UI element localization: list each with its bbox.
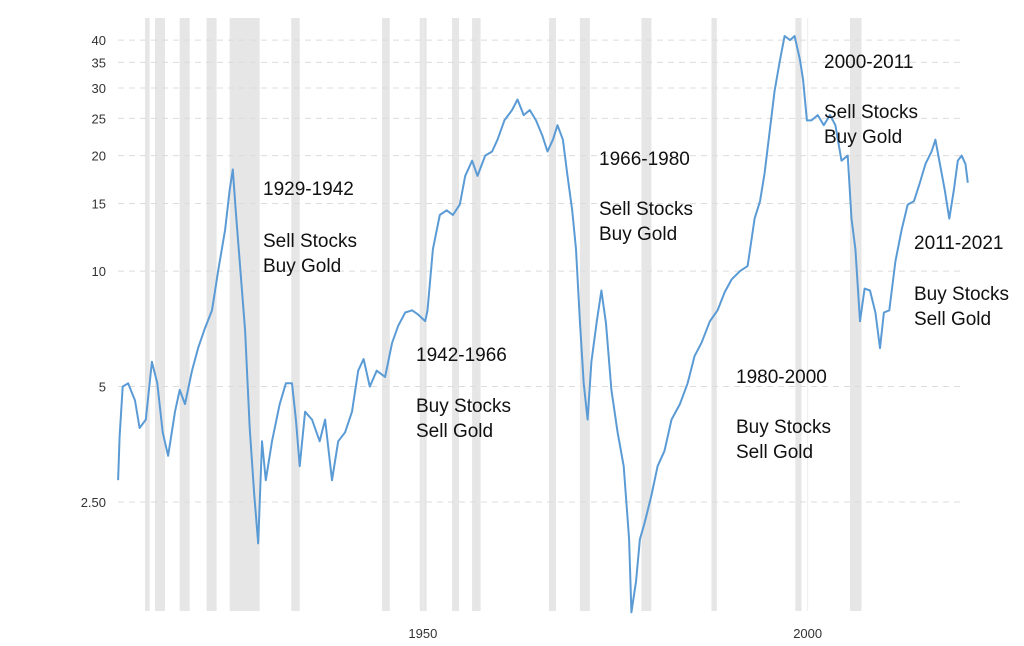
annotation-text: Buy Stocks — [416, 396, 511, 417]
annotation-text: Sell Gold — [736, 442, 813, 463]
shaded-period — [795, 18, 802, 611]
annotation-text: Buy Stocks — [736, 417, 831, 438]
annotation-text: Buy Stocks — [914, 284, 1009, 305]
grid — [118, 18, 965, 611]
shaded-period — [850, 18, 862, 611]
shaded-period — [179, 18, 190, 611]
annotation-text: Buy Gold — [599, 224, 677, 245]
shaded-period — [472, 18, 481, 611]
annotation-period: 1929-1942 — [263, 179, 354, 200]
labels: 2.50 5 10 15 20 25 30 35 40 1950 2000 1929-1942 Sell… — [81, 33, 1009, 641]
y-tick-label: 20 — [92, 149, 106, 164]
annotation-text: Sell Gold — [914, 309, 991, 330]
y-tick-label: 15 — [92, 197, 106, 212]
lines — [117, 35, 969, 614]
shaded-period — [155, 18, 166, 611]
data-line — [117, 35, 969, 614]
shaded-periods — [145, 18, 862, 611]
y-tick-label: 10 — [92, 264, 106, 279]
y-tick-label: 30 — [92, 81, 106, 96]
annotation-text: Buy Gold — [263, 256, 341, 277]
y-tick-label: 40 — [92, 33, 106, 48]
shaded-period — [382, 18, 390, 611]
shaded-period — [641, 18, 652, 611]
y-tick-label: 35 — [92, 55, 106, 70]
shaded-period — [579, 18, 590, 611]
shaded-period — [291, 18, 300, 611]
annotation-text: Sell Stocks — [824, 102, 918, 123]
annotation-text: Sell Stocks — [599, 199, 693, 220]
annotation-period: 1966-1980 — [599, 149, 690, 170]
annotation-text: Sell Gold — [416, 421, 493, 442]
annotation-period: 2011-2021 — [914, 233, 1003, 254]
annotation-period: 1980-2000 — [736, 367, 827, 388]
shaded-period — [206, 18, 217, 611]
annotation-text: Sell Stocks — [263, 231, 357, 252]
x-tick-label: 1950 — [408, 626, 437, 641]
y-tick-label: 2.50 — [81, 495, 106, 510]
x-tick-label: 2000 — [793, 626, 822, 641]
shaded-period — [452, 18, 460, 611]
y-tick-label: 25 — [92, 111, 106, 126]
shaded-period — [549, 18, 557, 611]
y-tick-label: 5 — [99, 380, 106, 395]
annotation-period: 1942-1966 — [416, 345, 507, 366]
annotation-period: 2000-2011 — [824, 52, 913, 73]
annotation-text: Buy Gold — [824, 127, 902, 148]
shaded-period — [145, 18, 150, 611]
